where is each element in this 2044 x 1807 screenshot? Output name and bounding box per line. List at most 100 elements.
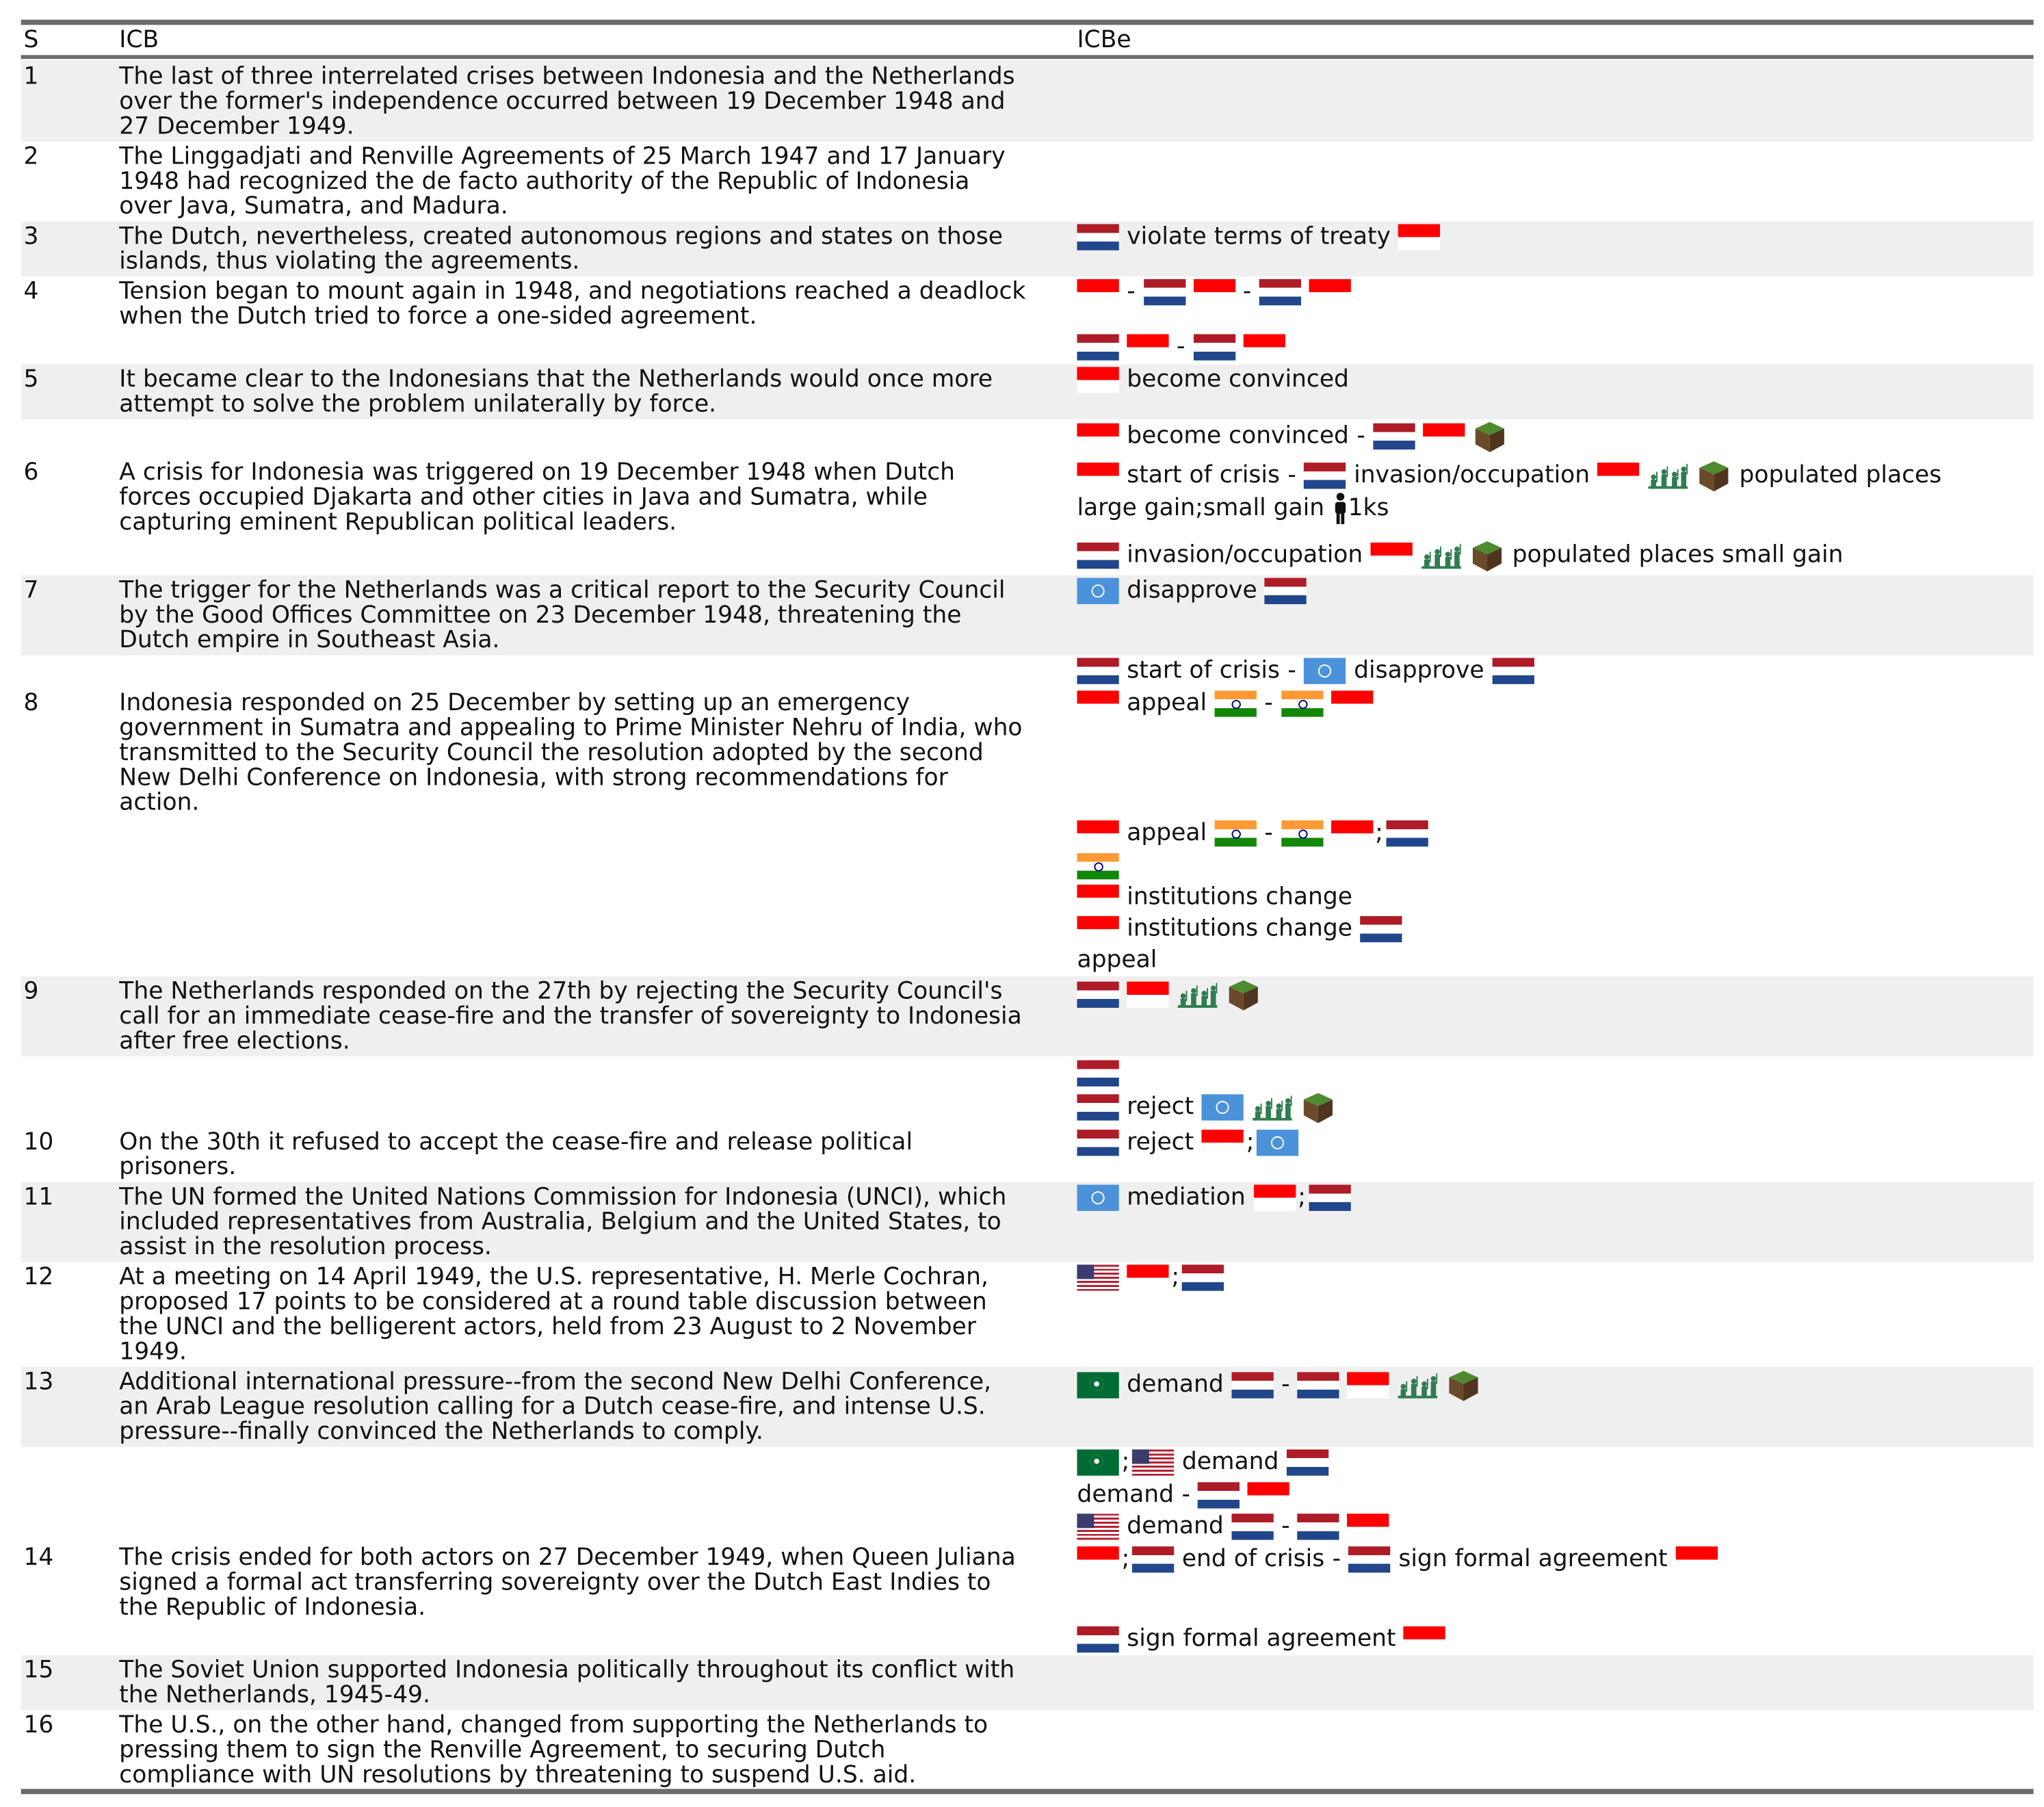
indonesia-flag-icon xyxy=(1077,820,1119,847)
row-number: 5 xyxy=(23,365,39,393)
row-number: 2 xyxy=(23,142,39,171)
actor-separator: ; xyxy=(1121,1545,1130,1573)
indonesia-flag-icon xyxy=(1597,463,1640,489)
icbe-event-line xyxy=(1077,980,1268,1011)
netherlands-flag-icon xyxy=(1231,1372,1274,1399)
netherlands-flag-icon xyxy=(1304,463,1346,489)
indonesia-flag-icon xyxy=(1077,367,1119,393)
event-label: invasion/occupation xyxy=(1127,541,1363,569)
netherlands-flag-icon xyxy=(1077,1060,1119,1087)
actor-separator: ; xyxy=(1298,1183,1306,1211)
person-icon xyxy=(1335,493,1346,525)
event-label: sign formal agreement xyxy=(1398,1545,1668,1573)
arab-league-flag-icon xyxy=(1077,1372,1119,1399)
icb-sentence: At a meeting on 14 April 1949, the U.S. … xyxy=(119,1263,989,1366)
event-separator: - xyxy=(1357,421,1365,450)
indonesia-flag-icon xyxy=(1331,820,1373,847)
usa-flag-icon xyxy=(1077,1513,1119,1540)
icbe-event-line xyxy=(1077,1059,1127,1088)
row-band-15 xyxy=(21,1655,2034,1711)
territory-cube-icon xyxy=(1450,1370,1479,1401)
icbe-event-line: demand - xyxy=(1077,1512,1397,1541)
icb-sentence: On the 30th it refused to accept the cea… xyxy=(119,1128,913,1181)
netherlands-flag-icon xyxy=(1308,1184,1351,1211)
netherlands-flag-icon xyxy=(1360,915,1402,943)
event-separator: - xyxy=(1177,333,1185,361)
netherlands-flag-icon xyxy=(1298,1513,1340,1540)
india-flag-icon xyxy=(1214,690,1257,717)
icbe-event-line: ; end of crisis - sign formal agreement xyxy=(1077,1545,1725,1574)
netherlands-flag-icon xyxy=(1077,542,1119,569)
row-number: 9 xyxy=(23,977,39,1006)
indonesia-flag-icon xyxy=(1077,1546,1119,1573)
icbe-event-line: ; demand xyxy=(1077,1448,1336,1477)
un-flag-icon xyxy=(1201,1094,1244,1121)
indonesia-flag-icon xyxy=(1253,1184,1296,1211)
netherlands-flag-icon xyxy=(1373,423,1415,450)
icbe-event-line: violate terms of treaty xyxy=(1077,223,1448,252)
netherlands-flag-icon xyxy=(1198,1482,1240,1509)
event-label: reject xyxy=(1127,1093,1194,1121)
row-number: 3 xyxy=(23,222,39,250)
row-number: 1 xyxy=(23,62,39,91)
row-band-9 xyxy=(21,976,2034,1056)
territory-cube-icon xyxy=(1473,541,1502,572)
row-band-7 xyxy=(21,575,2034,655)
column-header-icbe: ICBe xyxy=(1077,26,1131,54)
indonesia-flag-icon xyxy=(1077,884,1119,911)
event-label: disapprove xyxy=(1127,576,1257,604)
event-label: sign formal agreement xyxy=(1127,1625,1396,1653)
icb-sentence: The trigger for the Netherlands was a cr… xyxy=(119,576,1006,654)
event-separator: - xyxy=(1264,819,1273,847)
event-label: invasion/occupation xyxy=(1354,461,1590,489)
arab-league-flag-icon xyxy=(1077,1449,1119,1476)
event-label: demand xyxy=(1127,1370,1224,1399)
icbe-event-line: demand - xyxy=(1077,1370,1489,1401)
india-flag-icon xyxy=(1281,820,1323,847)
icbe-event-line: mediation; xyxy=(1077,1184,1358,1212)
un-flag-icon xyxy=(1304,658,1346,684)
event-label: populated places small gain xyxy=(1512,541,1844,569)
icbe-event-line: institutions change xyxy=(1077,883,1360,912)
event-label: start of crisis xyxy=(1127,461,1280,489)
netherlands-flag-icon xyxy=(1259,278,1301,306)
event-separator: - xyxy=(1281,1370,1290,1399)
netherlands-flag-icon xyxy=(1192,334,1235,361)
icbe-event-line: become convinced - xyxy=(1077,421,1515,452)
territory-cube-icon xyxy=(1475,421,1504,452)
indonesia-flag-icon xyxy=(1347,1513,1390,1540)
top-rule xyxy=(21,19,2034,25)
event-label: mediation xyxy=(1127,1183,1246,1211)
icbe-event-line: demand - xyxy=(1077,1481,1298,1509)
icbe-event-line: reject; xyxy=(1077,1128,1307,1157)
row-band-5 xyxy=(21,364,2034,419)
netherlands-flag-icon xyxy=(1385,820,1428,847)
column-header-icb: ICB xyxy=(119,26,159,54)
row-number: 16 xyxy=(23,1711,54,1739)
icbe-event-line: appeal xyxy=(1077,946,1164,975)
row-number: 15 xyxy=(23,1656,54,1685)
icbe-event-line: ; xyxy=(1077,1263,1231,1292)
event-label: appeal xyxy=(1077,946,1157,974)
netherlands-flag-icon xyxy=(1077,981,1119,1008)
event-separator: - xyxy=(1281,1512,1290,1540)
row-band-1 xyxy=(21,60,2034,142)
icbe-event-line: institutions change xyxy=(1077,915,1410,944)
icbe-event-line: sign formal agreement xyxy=(1077,1625,1453,1654)
icb-sentence: It became clear to the Indonesians that … xyxy=(119,365,993,419)
row-number: 4 xyxy=(23,278,39,306)
indonesia-flag-icon xyxy=(1077,278,1119,306)
actor-separator: ; xyxy=(1375,819,1383,847)
usa-flag-icon xyxy=(1077,1264,1119,1291)
event-separator: - xyxy=(1287,656,1296,684)
icb-sentence: The UN formed the United Nations Commiss… xyxy=(119,1183,1007,1261)
icb-sentence: The Dutch, nevertheless, created autonom… xyxy=(119,222,1003,276)
event-separator: - xyxy=(1242,278,1252,306)
netherlands-flag-icon xyxy=(1298,1372,1340,1399)
event-label: institutions change xyxy=(1127,883,1352,911)
event-label: demand xyxy=(1127,1512,1224,1540)
event-label: end of crisis xyxy=(1181,1545,1325,1573)
un-flag-icon xyxy=(1077,1184,1119,1211)
event-separator: - xyxy=(1181,1481,1190,1509)
